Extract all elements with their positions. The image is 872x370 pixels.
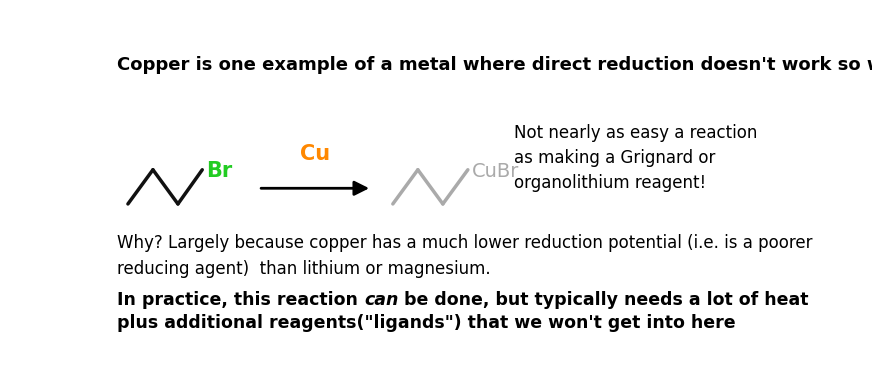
Text: be done, but typically needs a lot of heat: be done, but typically needs a lot of he… [399, 291, 809, 309]
Text: Why? Largely because copper has a much lower reduction potential (i.e. is a poor: Why? Largely because copper has a much l… [117, 234, 813, 278]
Text: CuBr: CuBr [472, 162, 520, 181]
Text: plus additional reagents("ligands") that we won't get into here: plus additional reagents("ligands") that… [117, 314, 736, 332]
Text: Not nearly as easy a reaction
as making a Grignard or
organolithium reagent!: Not nearly as easy a reaction as making … [514, 124, 758, 192]
Text: Cu: Cu [300, 144, 330, 164]
Text: Copper is one example of a metal where direct reduction doesn't work so well: Copper is one example of a metal where d… [117, 56, 872, 74]
Text: Br: Br [206, 161, 232, 181]
Text: can: can [364, 291, 399, 309]
Text: In practice, this reaction: In practice, this reaction [117, 291, 364, 309]
